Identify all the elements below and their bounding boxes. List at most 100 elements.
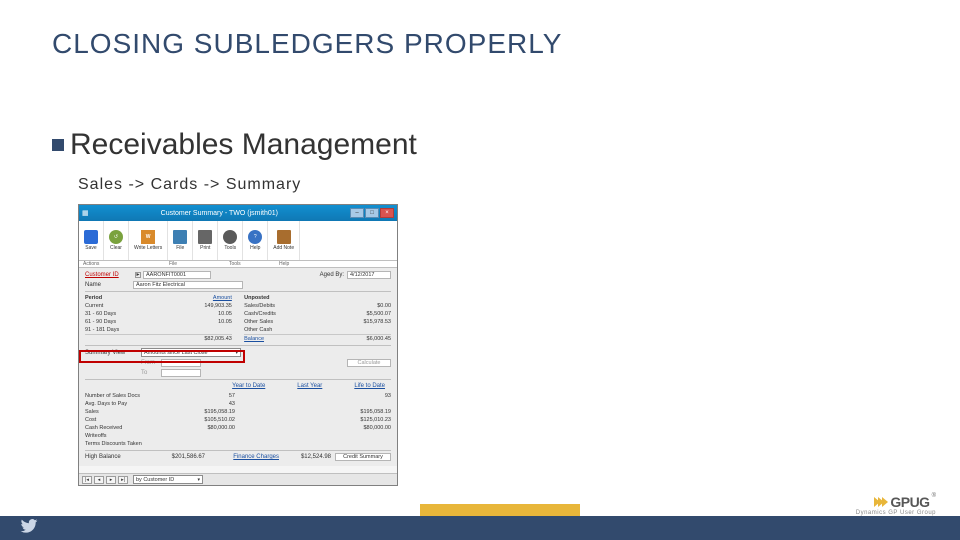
- logo-subtitle: Dynamics GP User Group: [856, 510, 936, 516]
- period-31-60-label: 31 - 60 Days: [85, 310, 116, 318]
- ribbon-toolbar: Save ↺ Clear W Write Letters File Print …: [79, 221, 397, 261]
- maximize-button[interactable]: □: [365, 208, 379, 218]
- bullet-row: Receivables Management: [52, 128, 417, 162]
- add-note-label: Add Note: [273, 245, 294, 251]
- detail-cash-label: Cash Received: [85, 424, 175, 432]
- ribbon-group-help: Help: [279, 261, 289, 267]
- form-body: Customer ID ▸ AARONFIT0001 Aged By: 4/12…: [79, 268, 397, 466]
- calculate-button[interactable]: Calculate: [347, 359, 391, 367]
- ribbon-group-file: File: [169, 261, 229, 267]
- customer-summary-window: ▦ Customer Summary - TWO (jsmith01) – □ …: [78, 204, 398, 486]
- chevron-down-icon: ▾: [197, 477, 200, 483]
- summary-view-label: Summary View: [85, 350, 141, 356]
- period-31-60-value: 10.05: [192, 310, 232, 318]
- unposted-other-cash-label: Other Cash: [244, 326, 272, 334]
- tools-button[interactable]: Tools: [218, 221, 243, 260]
- detail-sales-ltd: $195,058.19: [331, 408, 391, 416]
- sort-dropdown[interactable]: by Customer ID ▾: [133, 475, 203, 484]
- nav-first-button[interactable]: |◂: [82, 476, 92, 484]
- lookup-icon[interactable]: ▸: [135, 272, 141, 278]
- unposted-other-sales-label: Other Sales: [244, 318, 273, 326]
- detail-cost-ytd: $105,510.02: [175, 416, 235, 424]
- window-titlebar: ▦ Customer Summary - TWO (jsmith01) – □ …: [79, 205, 397, 221]
- detail-cash-ytd: $80,000.00: [175, 424, 235, 432]
- logo-registered-icon: ®: [932, 493, 936, 499]
- unposted-cash-value: $5,500.07: [351, 310, 391, 318]
- detail-numsales-label: Number of Sales Docs: [85, 392, 175, 400]
- detail-sales-ytd: $195,058.19: [175, 408, 235, 416]
- finance-charges-label[interactable]: Finance Charges: [233, 454, 279, 460]
- write-letters-button[interactable]: W Write Letters: [129, 221, 168, 260]
- period-91-181-label: 91 - 181 Days: [85, 326, 119, 334]
- save-icon: [84, 230, 98, 244]
- help-button[interactable]: ? Help: [243, 221, 268, 260]
- name-label: Name: [85, 282, 133, 288]
- nav-last-button[interactable]: ▸|: [118, 476, 128, 484]
- file-button[interactable]: File: [168, 221, 193, 260]
- gpug-logo: GPUG ® Dynamics GP User Group: [856, 494, 936, 516]
- from-label: From: [141, 360, 161, 366]
- period-header: Period: [85, 294, 102, 302]
- ltd-link[interactable]: Life to Date: [354, 383, 385, 389]
- unposted-other-cash-value: [351, 326, 391, 334]
- detail-numsales-ytd: 57: [175, 392, 235, 400]
- sort-label: by Customer ID: [136, 477, 174, 483]
- customer-id-label[interactable]: Customer ID: [85, 272, 133, 278]
- nav-prev-button[interactable]: ◂: [94, 476, 104, 484]
- window-title: Customer Summary - TWO (jsmith01): [89, 210, 350, 217]
- detail-sales-label: Sales: [85, 408, 175, 416]
- detail-terms-ltd: [331, 440, 391, 448]
- breadcrumb: Sales -> Cards -> Summary: [78, 176, 301, 194]
- detail-writeoffs-label: Writeoffs: [85, 432, 175, 440]
- unposted-sales-label: Sales/Debits: [244, 302, 275, 310]
- ribbon-group-actions: Actions: [79, 261, 169, 267]
- aged-by-value: 4/12/2017: [347, 271, 391, 279]
- name-field: Aaron Fitz Electrical: [133, 281, 243, 289]
- last-year-link[interactable]: Last Year: [297, 383, 322, 389]
- unposted-other-sales-value: $15,978.53: [351, 318, 391, 326]
- balance-value: $6,000.45: [351, 335, 391, 343]
- record-nav-bar: |◂ ◂ ▸ ▸| by Customer ID ▾: [79, 473, 397, 485]
- period-91-181-value: [192, 326, 232, 334]
- bullet-square-icon: [52, 139, 64, 151]
- slide-title: CLOSING SUBLEDGERS PROPERLY: [52, 28, 562, 60]
- tools-icon: [223, 230, 237, 244]
- unposted-header: Unposted: [244, 294, 269, 302]
- help-icon: ?: [248, 230, 262, 244]
- close-button[interactable]: ×: [380, 208, 394, 218]
- add-note-button[interactable]: Add Note: [268, 221, 300, 260]
- detail-writeoffs-ltd: [331, 432, 391, 440]
- detail-avgdays-ytd: 43: [175, 400, 235, 408]
- save-label: Save: [85, 245, 96, 251]
- slide-footer-bar: [0, 516, 960, 540]
- detail-avgdays-label: Avg. Days to Pay: [85, 400, 175, 408]
- unposted-cash-label: Cash/Credits: [244, 310, 276, 318]
- finance-charges-value: $12,524.98: [283, 454, 331, 460]
- from-field: [161, 359, 201, 367]
- to-label: To: [141, 370, 161, 376]
- period-current-value: 149,903.35: [192, 302, 232, 310]
- tools-label: Tools: [224, 245, 236, 251]
- save-button[interactable]: Save: [79, 221, 104, 260]
- credit-summary-button[interactable]: Credit Summary: [335, 453, 391, 461]
- ribbon-group-tools: Tools: [229, 261, 279, 267]
- logo-brand: GPUG: [890, 494, 929, 510]
- customer-id-field[interactable]: AARONFIT0001: [143, 271, 211, 279]
- clear-icon: ↺: [109, 230, 123, 244]
- write-letters-label: Write Letters: [134, 245, 162, 251]
- balance-link[interactable]: Balance: [244, 335, 264, 343]
- detail-terms-ytd: [175, 440, 235, 448]
- clear-label: Clear: [110, 245, 122, 251]
- ytd-link[interactable]: Year to Date: [232, 383, 265, 389]
- clear-button[interactable]: ↺ Clear: [104, 221, 129, 260]
- amount-link[interactable]: Amount: [213, 294, 232, 302]
- minimize-button[interactable]: –: [350, 208, 364, 218]
- print-button[interactable]: Print: [193, 221, 218, 260]
- nav-next-button[interactable]: ▸: [106, 476, 116, 484]
- period-61-90-label: 61 - 90 Days: [85, 318, 116, 326]
- aged-by-label: Aged By:: [320, 272, 344, 278]
- period-total: $82,005.43: [192, 335, 232, 343]
- summary-view-dropdown[interactable]: Amounts since Last Close ▾: [141, 348, 241, 357]
- period-current-label: Current: [85, 302, 103, 310]
- help-label: Help: [250, 245, 260, 251]
